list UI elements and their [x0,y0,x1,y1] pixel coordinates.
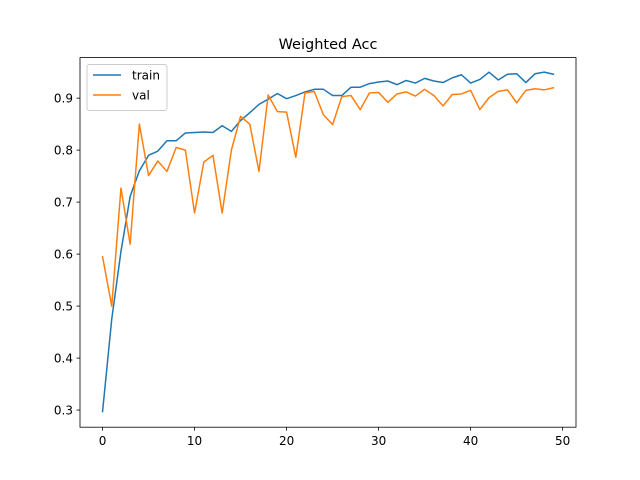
legend-label-train: train [132,68,160,82]
y-tick-label: 0.3 [54,403,73,417]
legend-label-val: val [132,88,150,102]
x-tick-label: 0 [99,434,107,448]
x-tick-label: 40 [463,434,478,448]
series-line-val [101,86,555,307]
legend-box [86,64,168,111]
x-tick-label: 50 [555,434,570,448]
plot-frame [79,57,577,428]
x-tick-label: 10 [187,434,202,448]
legend: train val [86,64,168,111]
x-tick-label: 30 [371,434,386,448]
y-tick-label: 0.8 [54,143,73,157]
chart-title: Weighted Acc [279,37,378,53]
plot-area [101,71,555,413]
y-tick-label: 0.5 [54,299,73,313]
y-tick-label: 0.6 [54,247,73,261]
y-tick-label: 0.9 [54,91,73,105]
y-tick-label: 0.7 [54,195,73,209]
series-line-train [101,71,555,413]
axes-ticks: 0 10 20 30 40 50 0.3 0.4 0.5 0.6 0.7 0.8 0.9 [54,91,570,448]
x-tick-label: 20 [279,434,294,448]
y-tick-label: 0.4 [54,351,73,365]
